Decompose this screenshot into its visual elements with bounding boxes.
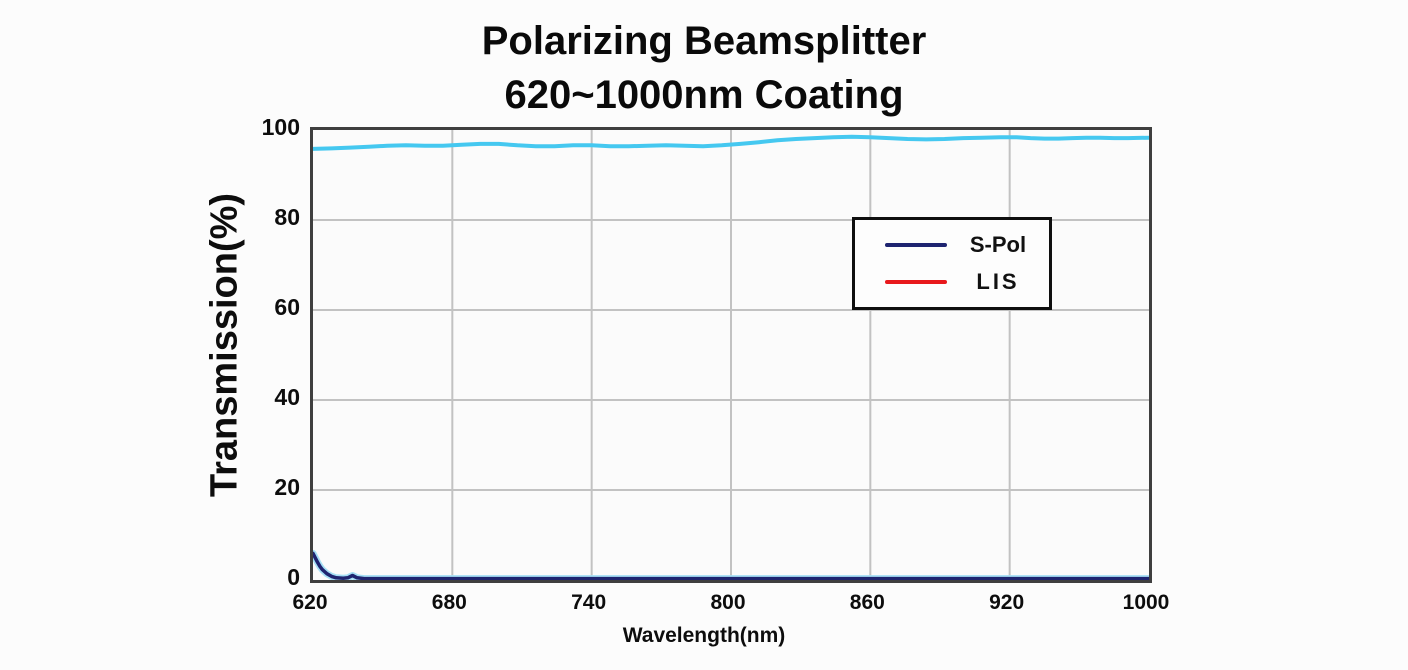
y-tick-label-20: 20 <box>274 474 300 500</box>
chart-title-line2: 620~1000nm Coating <box>504 73 904 117</box>
y-axis-title: Transmission(%) <box>203 192 246 498</box>
x-tick-label-860: 860 <box>849 591 885 614</box>
chart-title: Polarizing Beamsplitter 620~1000nm Coati… <box>0 14 1408 122</box>
x-tick-label-740: 740 <box>571 591 607 614</box>
series-S-Pol <box>313 551 1149 580</box>
x-tick-label-680: 680 <box>431 591 467 614</box>
s-pol-legend-line <box>885 243 947 248</box>
y-tick-label-80: 80 <box>274 204 300 230</box>
lis-legend-label: LIS <box>976 268 1020 294</box>
x-tick-label-920: 920 <box>989 591 1025 614</box>
x-tick-label-1000: 1000 <box>1122 591 1170 614</box>
y-tick-label-0: 0 <box>287 564 300 590</box>
plot-area <box>310 127 1152 583</box>
y-tick-label-40: 40 <box>274 384 300 410</box>
lis-legend-line <box>885 279 947 284</box>
legend-row-lis: LIS <box>855 269 1049 295</box>
legend-row-s-pol: S-Pol <box>855 232 1049 258</box>
x-axis-title: Wavelength(nm) <box>622 624 786 647</box>
plot-canvas <box>313 130 1149 580</box>
y-tick-label-60: 60 <box>274 294 300 320</box>
series-high-transmission-curve <box>313 134 1149 151</box>
x-tick-label-800: 800 <box>710 591 746 614</box>
chart-title-line1: Polarizing Beamsplitter <box>481 19 927 63</box>
x-tick-label-620: 620 <box>292 591 328 614</box>
s-pol-legend-label: S-Pol <box>969 232 1027 258</box>
y-tick-label-100: 100 <box>261 114 300 140</box>
legend-box: S-Pol LIS <box>852 217 1052 310</box>
